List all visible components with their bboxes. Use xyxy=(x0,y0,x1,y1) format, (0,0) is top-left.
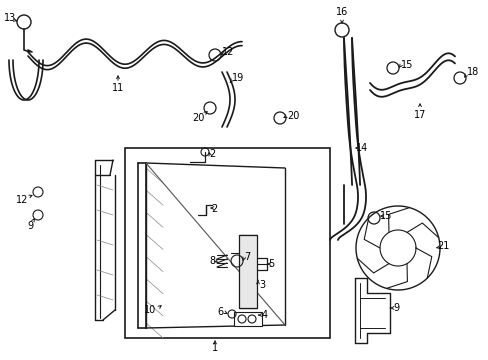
Text: 15: 15 xyxy=(400,60,412,70)
Text: 9: 9 xyxy=(392,303,398,313)
Text: 10: 10 xyxy=(143,305,156,315)
Text: 17: 17 xyxy=(413,110,426,120)
Text: 18: 18 xyxy=(466,67,478,77)
Text: 8: 8 xyxy=(208,256,215,266)
Text: 21: 21 xyxy=(436,241,448,251)
Text: 3: 3 xyxy=(259,280,264,290)
Bar xyxy=(239,235,257,308)
Text: 11: 11 xyxy=(112,83,124,93)
Text: 16: 16 xyxy=(335,7,347,17)
Text: 15: 15 xyxy=(379,211,391,221)
Text: 14: 14 xyxy=(355,143,367,153)
Text: 20: 20 xyxy=(191,113,204,123)
Text: 9: 9 xyxy=(27,221,33,231)
Text: 7: 7 xyxy=(244,252,250,262)
Text: 12: 12 xyxy=(222,47,234,57)
Text: 6: 6 xyxy=(217,307,223,317)
Bar xyxy=(234,312,262,326)
Text: 5: 5 xyxy=(267,259,274,269)
Text: 12: 12 xyxy=(16,195,28,205)
Text: 13: 13 xyxy=(4,13,16,23)
Text: 20: 20 xyxy=(286,111,299,121)
Text: 4: 4 xyxy=(262,310,267,320)
Text: 1: 1 xyxy=(211,343,218,353)
Text: 19: 19 xyxy=(231,73,244,83)
Text: 2: 2 xyxy=(208,149,215,159)
Text: 2: 2 xyxy=(210,204,217,214)
Bar xyxy=(125,148,329,338)
